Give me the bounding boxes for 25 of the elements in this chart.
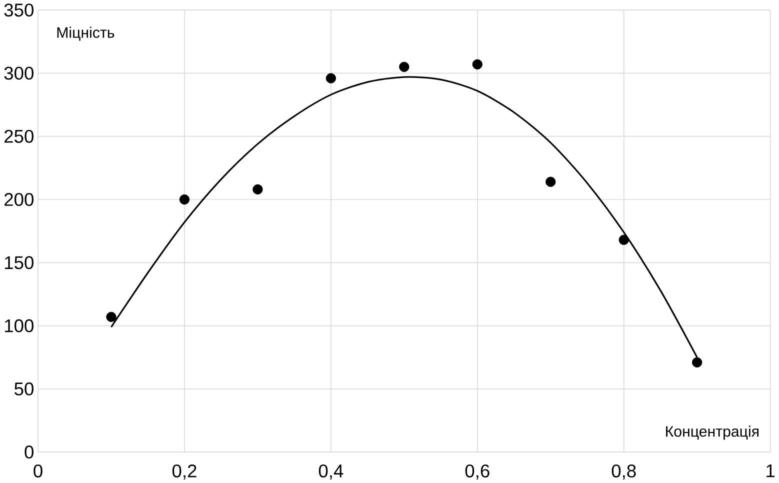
point <box>472 59 482 70</box>
x-axis-title: Концентрація <box>666 426 758 440</box>
y-tick-label: 100 <box>5 319 34 332</box>
point <box>326 73 336 84</box>
x-tick-label: 1 <box>766 464 775 477</box>
point <box>252 184 263 194</box>
y-tick-label: 150 <box>5 256 34 270</box>
x-tick-label: 0,2 <box>172 464 196 480</box>
point <box>692 357 702 368</box>
y-tick-label: 50 <box>14 382 34 396</box>
y-tick-label: 350 <box>4 3 34 16</box>
point <box>179 194 190 204</box>
x-tick-label: 0,8 <box>612 464 636 480</box>
x-tick-label: 0,6 <box>465 464 490 480</box>
y-tick-label: 250 <box>4 130 34 143</box>
y-tick-label: 0 <box>24 445 34 458</box>
y-axis-title: Міцність <box>57 26 114 41</box>
point <box>546 176 556 187</box>
x-tick-label: 0 <box>34 464 42 478</box>
point <box>106 312 116 322</box>
y-tick-label: 200 <box>4 192 34 206</box>
point <box>399 62 410 72</box>
point <box>618 234 629 245</box>
y-tick-label: 300 <box>4 66 34 80</box>
x-tick-label: 0,4 <box>318 464 344 480</box>
